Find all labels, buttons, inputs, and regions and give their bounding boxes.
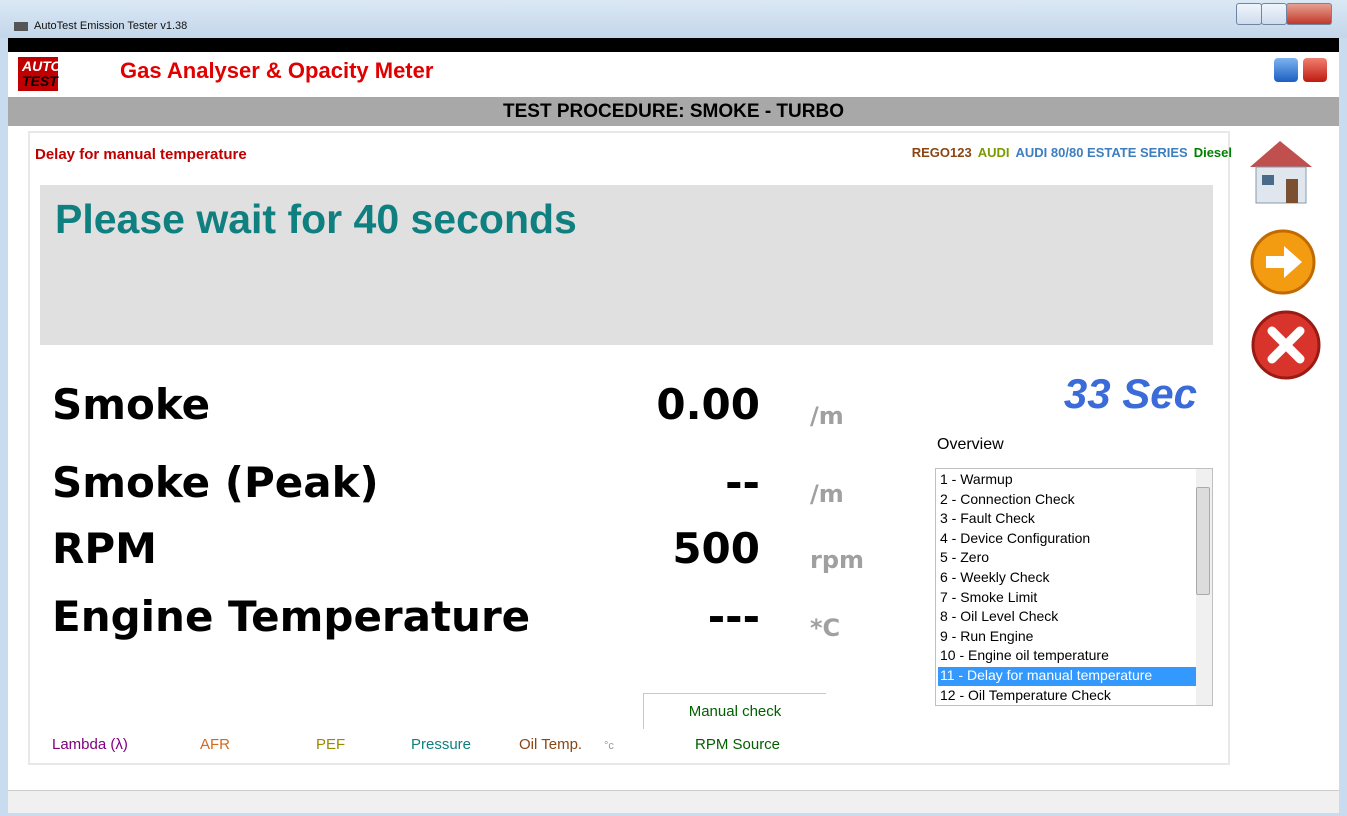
cancel-button[interactable] [1251, 310, 1321, 380]
overview-list[interactable]: 1 - Warmup 2 - Connection Check 3 - Fault … [935, 468, 1213, 706]
lambda-label: Lambda (λ) [52, 736, 128, 753]
reading-unit: /m [810, 480, 844, 508]
side-buttons [1250, 141, 1321, 380]
next-button[interactable] [1250, 229, 1316, 295]
reading-unit: rpm [810, 546, 865, 574]
overview-item[interactable]: 9 - Run Engine [940, 627, 1034, 644]
reading-value: 0.00 [656, 380, 760, 429]
rpm-source-label: RPM Source [695, 736, 781, 753]
scrollbar[interactable] [1196, 469, 1212, 705]
close-button[interactable] [1286, 3, 1332, 25]
overview-item[interactable]: 12 - Oil Temperature Check [940, 686, 1111, 703]
overview-item[interactable]: 2 - Connection Check [940, 490, 1075, 507]
reading-label: Engine Temperature [52, 592, 531, 641]
make: AUDI [977, 145, 1010, 160]
scroll-thumb[interactable] [1196, 487, 1210, 595]
afr-label: AFR [200, 736, 230, 753]
oil-temp-unit: °c [604, 740, 614, 752]
reading-value: --- [707, 592, 760, 641]
reading-value: -- [725, 458, 760, 507]
home-button[interactable] [1250, 141, 1312, 204]
rego: REGO123 [911, 145, 972, 160]
fuel: Diesel [1193, 145, 1232, 160]
logo-top: AUTO [22, 58, 62, 74]
window-title: AutoTest Emission Tester v1.38 [34, 20, 188, 32]
manual-check-tab[interactable]: Manual check [643, 693, 826, 729]
reading-unit: *C [810, 614, 841, 642]
overview-item[interactable]: 10 - Engine oil temperature [940, 647, 1109, 664]
title-bar: AutoTest Emission Tester v1.38 [0, 0, 1347, 38]
message-box [40, 185, 1213, 345]
app-minimize[interactable] [1274, 58, 1298, 82]
oil-temp-label: Oil Temp. [519, 736, 583, 753]
reading-label: RPM [52, 524, 157, 573]
reading-label: Smoke [52, 380, 211, 429]
reading-unit: /m [810, 402, 844, 430]
app-close[interactable] [1303, 58, 1327, 82]
timer: 33 Sec [1063, 370, 1197, 417]
overview-item[interactable]: 3 - Fault Check [940, 510, 1035, 527]
overview-item[interactable]: 11 - Delay for manual temperature [938, 667, 1196, 686]
overview-item[interactable]: 6 - Weekly Check [940, 569, 1050, 585]
reading-value: 500 [672, 524, 760, 573]
overview-item[interactable]: 7 - Smoke Limit [940, 588, 1038, 605]
maximize-button[interactable] [1261, 3, 1287, 25]
minimize-button[interactable] [1236, 3, 1262, 25]
pressure-label: Pressure [411, 736, 472, 753]
vehicle-info: REGO123 AUDI AUDI 80/80 ESTATE SERIES Diese… [906, 145, 1232, 160]
message: Please wait for 40 seconds [55, 196, 577, 242]
top-strip [8, 38, 1339, 52]
app-title: Gas Analyser & Opacity Meter [120, 58, 434, 83]
logo-bottom: TEST [22, 73, 58, 89]
reading-label: Smoke (Peak) [52, 458, 379, 507]
status-bar [8, 790, 1339, 813]
logo-block [18, 57, 58, 91]
overview-item[interactable]: 8 - Oil Level Check [940, 608, 1059, 625]
model: AUDI 80/80 ESTATE SERIES [1015, 145, 1188, 160]
window-icon [14, 22, 28, 31]
procedure-banner: TEST PROCEDURE: SMOKE - TURBO [8, 97, 1339, 126]
step-status: Delay for manual temperature [35, 146, 247, 163]
overview-item[interactable]: 5 - Zero [940, 549, 990, 566]
overview-item[interactable]: 1 - Warmup [940, 471, 1013, 487]
overview-title: Overview [937, 436, 1004, 453]
logo: AUTO TEST [18, 57, 94, 91]
overview-item[interactable]: 4 - Device Configuration [940, 529, 1091, 546]
pef-label: PEF [316, 736, 346, 753]
